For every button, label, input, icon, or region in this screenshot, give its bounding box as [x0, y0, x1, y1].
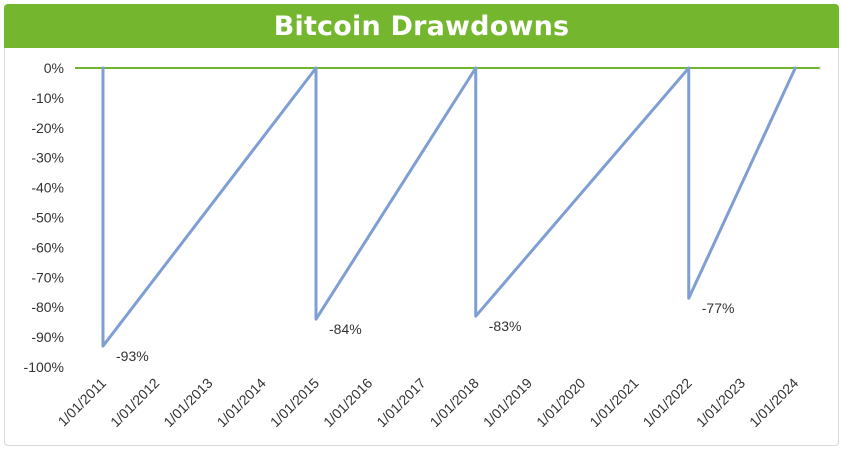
x-tick-label: 1/01/2023 — [693, 375, 749, 431]
x-tick-label: 1/01/2013 — [160, 375, 216, 431]
y-tick-label: -50% — [31, 210, 64, 226]
x-tick-label: 1/01/2016 — [320, 375, 376, 431]
y-tick-labels-group: 0% -10% -20% -30% -40% -50% -60% -70% -80% -90% -1… — [24, 60, 64, 375]
data-labels-group: -93% -84% -83% -77% — [116, 300, 734, 364]
y-tick-label: -100% — [24, 359, 64, 375]
x-tick-label: 1/01/2021 — [586, 375, 642, 431]
chart-title: Bitcoin Drawdowns — [273, 10, 570, 42]
y-tick-label: -80% — [31, 299, 64, 315]
x-tick-label: 1/01/2024 — [746, 375, 802, 431]
x-tick-label: 1/01/2018 — [427, 375, 483, 431]
chart-frame — [4, 4, 839, 446]
drawdown-series-line — [101, 66, 797, 348]
data-label: -84% — [329, 321, 362, 337]
zero-line-group — [75, 66, 821, 70]
x-tick-label: 1/01/2019 — [480, 375, 536, 431]
x-tick-label: 1/01/2011 — [54, 375, 109, 430]
x-tick-labels-group: 1/01/20111/01/20121/01/20131/01/20141/01… — [54, 375, 801, 431]
y-tick-label: -90% — [31, 329, 64, 345]
data-label: -93% — [116, 348, 149, 364]
y-tick-label: -30% — [31, 150, 64, 166]
x-tick-label: 1/01/2020 — [533, 375, 589, 431]
series-group — [101, 66, 797, 348]
y-tick-label: -70% — [31, 269, 64, 285]
x-tick-label: 1/01/2022 — [640, 375, 696, 431]
y-tick-label: -10% — [31, 90, 64, 106]
x-tick-label: 1/01/2017 — [373, 375, 429, 431]
y-tick-label: 0% — [44, 60, 64, 76]
x-tick-label: 1/01/2014 — [214, 375, 270, 431]
chart-title-bar: Bitcoin Drawdowns — [4, 4, 839, 48]
y-tick-label: -40% — [31, 180, 64, 196]
data-label: -77% — [702, 300, 735, 316]
x-tick-label: 1/01/2015 — [267, 375, 323, 431]
y-tick-label: -60% — [31, 239, 64, 255]
y-tick-label: -20% — [31, 120, 64, 136]
x-tick-label: 1/01/2012 — [107, 375, 163, 431]
data-label: -83% — [489, 318, 522, 334]
